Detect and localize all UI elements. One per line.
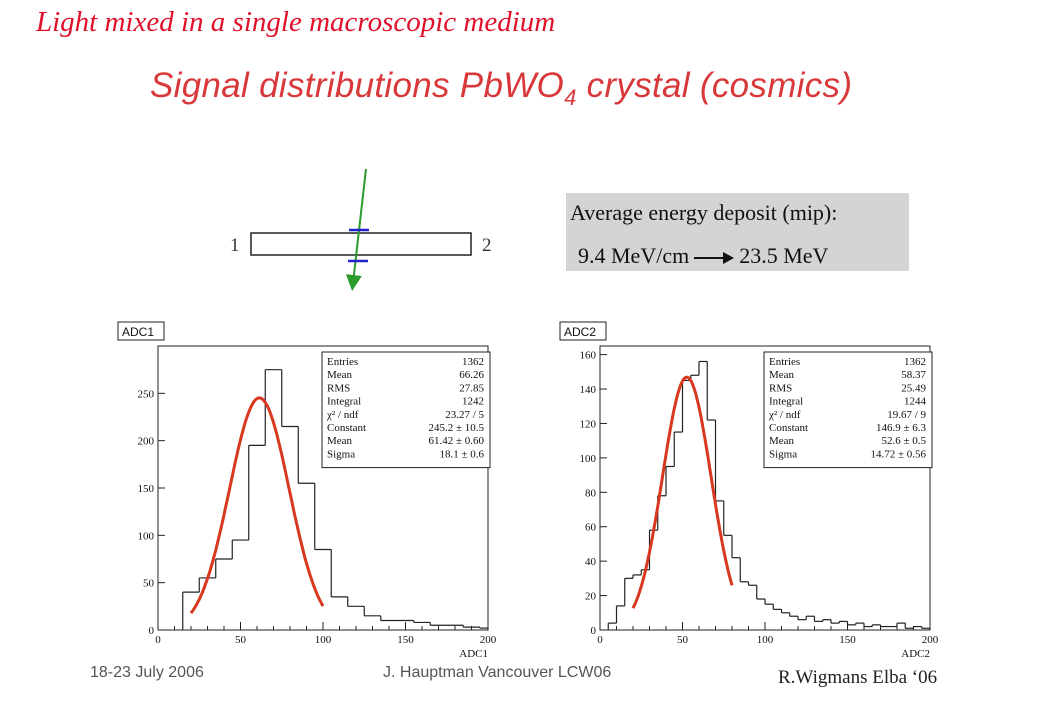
y-tick-label: 100	[138, 530, 155, 542]
x-tick-label: 0	[155, 634, 161, 646]
y-tick-label: 0	[149, 625, 155, 637]
stats-label: RMS	[769, 382, 792, 394]
stats-value: 245.2 ± 10.5	[428, 422, 484, 434]
crystal-bar	[250, 232, 472, 256]
x-axis-label: ADC1	[459, 648, 488, 660]
gaussian-fit-curve	[189, 396, 325, 614]
x-tick-label: 0	[597, 634, 603, 646]
total-energy-deposit: 23.5 MeV	[739, 243, 829, 268]
x-tick-label: 100	[757, 634, 774, 646]
y-tick-label: 150	[138, 483, 155, 495]
subtitle-subscript: 4	[564, 85, 577, 110]
subtitle-main: Signal distributions PbWO	[150, 66, 565, 105]
stats-label: Mean	[769, 369, 795, 381]
crystal-diagram: 1 2	[230, 168, 492, 291]
footer-date: 18-23 July 2006	[90, 664, 204, 681]
x-tick-label: 150	[397, 634, 414, 646]
stats-label: RMS	[327, 382, 350, 394]
energy-deposit-values: 9.4 MeV/cm 23.5 MeV	[578, 243, 828, 269]
y-tick-label: 80	[585, 487, 597, 499]
crystal-end-left-label: 1	[230, 235, 240, 256]
histogram-title: ADC2	[564, 325, 596, 339]
x-tick-label: 200	[480, 634, 497, 646]
histogram-adc2: ADC2 0 20 40 60 80 100 120 140 160 0 50 100 150 200 ADC…	[559, 321, 939, 660]
stats-value: 52.6 ± 0.5	[881, 435, 926, 447]
footer-credit: R.Wigmans Elba ‘06	[778, 667, 938, 688]
stats-label: Sigma	[769, 448, 797, 460]
x-tick-label: 100	[315, 634, 332, 646]
histogram-title-box	[117, 321, 165, 341]
stats-value: 1362	[904, 356, 926, 368]
stats-label: Entries	[769, 356, 800, 368]
crystal-end-right-label: 2	[482, 235, 492, 256]
stats-label: Integral	[769, 396, 803, 408]
stats-value: 146.9 ± 6.3	[876, 422, 927, 434]
subtitle-rest: crystal (cosmics)	[586, 66, 853, 105]
energy-per-cm: 9.4 MeV/cm	[578, 243, 690, 268]
stats-label: Constant	[327, 422, 366, 434]
stats-label: Entries	[327, 356, 358, 368]
stats-label: Constant	[769, 422, 808, 434]
stats-value: 14.72 ± 0.56	[870, 448, 926, 460]
y-tick-label: 50	[143, 578, 155, 590]
y-tick-label: 140	[580, 384, 597, 396]
y-tick-label: 0	[591, 625, 597, 637]
stats-value: 1242	[462, 396, 484, 408]
stats-value: 27.85	[459, 382, 484, 394]
y-tick-label: 120	[580, 418, 597, 430]
x-tick-label: 150	[839, 634, 856, 646]
y-tick-label: 160	[580, 350, 597, 362]
y-tick-label: 100	[580, 453, 597, 465]
y-tick-label: 40	[585, 556, 597, 568]
stats-value: 25.49	[901, 382, 926, 394]
stats-box	[321, 351, 491, 469]
gaussian-fit-curve	[631, 375, 734, 609]
stats-label: Mean	[327, 435, 353, 447]
stats-value: 23.27 / 5	[445, 409, 484, 421]
y-tick-label: 60	[585, 522, 597, 534]
stats-value: 1244	[904, 396, 927, 408]
stats-value: 19.67 / 9	[887, 409, 926, 421]
stats-value: 61.42 ± 0.60	[428, 435, 484, 447]
stats-value: 1362	[462, 356, 484, 368]
x-tick-label: 50	[235, 634, 247, 646]
x-tick-label: 50	[677, 634, 689, 646]
y-tick-label: 250	[138, 388, 155, 400]
stats-value: 58.37	[901, 369, 926, 381]
x-axis-label: ADC2	[901, 648, 930, 660]
cosmic-track-arrow	[345, 168, 367, 291]
histogram-title: ADC1	[122, 325, 154, 339]
stats-label: Integral	[327, 396, 361, 408]
y-tick-label: 20	[585, 591, 597, 603]
stats-label: Mean	[327, 369, 353, 381]
histogram-title-box	[559, 321, 607, 341]
y-tick-label: 200	[138, 436, 155, 448]
slide-title: Light mixed in a single macroscopic medi…	[36, 6, 556, 38]
stats-label: χ² / ndf	[326, 409, 359, 421]
stats-label: Mean	[769, 435, 795, 447]
stats-value: 66.26	[459, 369, 484, 381]
histogram-adc1: ADC1 0 50 100 150 200 250 0 50 100 150 200 ADC1 Entri…	[117, 321, 497, 660]
energy-deposit-heading: Average energy deposit (mip):	[570, 200, 838, 225]
stats-box	[763, 351, 933, 469]
x-tick-label: 200	[922, 634, 939, 646]
stats-label: Sigma	[327, 448, 355, 460]
stats-value: 18.1 ± 0.6	[439, 448, 484, 460]
right-arrow-icon	[694, 251, 735, 264]
energy-deposit-box	[566, 193, 909, 271]
slide-subtitle: Signal distributions PbWO4 crystal (cosm…	[150, 66, 852, 111]
footer-author: J. Hauptman Vancouver LCW06	[383, 664, 612, 681]
stats-label: χ² / ndf	[768, 409, 801, 421]
